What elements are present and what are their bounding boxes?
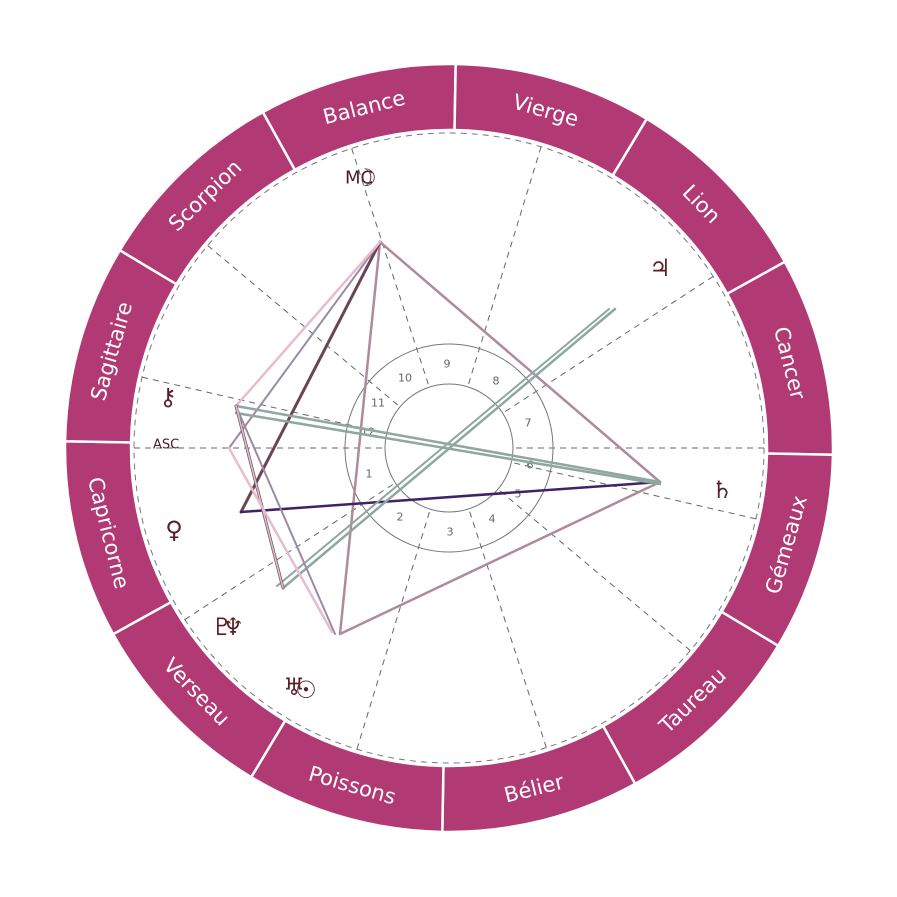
house-cusp-line — [468, 508, 547, 748]
planet-glyphs: ☽ ♃ ♄ ⚷ ♀ ♆♇ ♅☉ — [159, 164, 733, 704]
aspect-line — [239, 480, 662, 514]
aspect-line — [338, 480, 662, 636]
house-number: 11 — [371, 397, 385, 410]
uranus-icon: ♅ — [283, 673, 305, 701]
neptune-icon: ♆ — [222, 613, 244, 641]
house-number: 9 — [444, 358, 451, 371]
aspect-line — [227, 446, 334, 634]
mc-label: MC — [345, 168, 373, 189]
aspect-line — [235, 405, 284, 589]
house-cusp-line — [207, 245, 401, 408]
aspect-line — [281, 307, 617, 590]
house-number-ring — [344, 343, 554, 553]
house-cusp-line — [467, 146, 542, 387]
house-number: 10 — [398, 372, 412, 385]
house-cusp-line — [497, 488, 691, 651]
house-cusps — [134, 146, 764, 750]
house-cusp-line — [141, 376, 387, 435]
house-cusp-line — [511, 461, 757, 520]
house-inner-circle — [384, 383, 514, 513]
house-number: 2 — [397, 511, 404, 524]
aspect-line — [338, 240, 382, 636]
house-cusp-line — [351, 148, 430, 388]
aspect-line — [235, 405, 336, 635]
zodiac-ring: Balance ViergeLionCancerGémeauxTaureauBél… — [63, 62, 835, 834]
house-number: 5 — [515, 488, 522, 501]
aspect-line — [239, 240, 382, 514]
jupiter-icon: ♃ — [649, 254, 671, 282]
aspect-line — [234, 240, 382, 408]
aspect-line — [378, 240, 662, 484]
asc-label: ASC — [153, 438, 179, 453]
moon-icon: ☽ — [355, 164, 377, 192]
house-number: 7 — [525, 417, 532, 430]
house-cusp-line — [184, 482, 396, 620]
house-outer-circle — [344, 343, 554, 553]
house-number: 4 — [489, 513, 496, 526]
sun-icon: ☉ — [295, 676, 317, 704]
house-number: 6 — [527, 459, 534, 472]
house-number: 8 — [493, 375, 500, 388]
house-cusp-line — [356, 509, 431, 750]
chart-axes: ASC MC — [153, 168, 373, 453]
zodiac-segment-scorpion — [118, 110, 297, 286]
aspect-lines — [227, 240, 662, 636]
aspect-line — [276, 308, 610, 587]
house-cusp-line — [502, 276, 714, 414]
chiron-icon: ⚷ — [159, 383, 177, 411]
saturn-icon: ♄ — [711, 476, 733, 504]
aspect-line — [228, 241, 381, 449]
pluto-icon: ♇ — [211, 613, 233, 641]
house-number: 1 — [366, 468, 373, 481]
venus-icon: ♀ — [165, 516, 183, 544]
house-number: 3 — [447, 526, 454, 539]
